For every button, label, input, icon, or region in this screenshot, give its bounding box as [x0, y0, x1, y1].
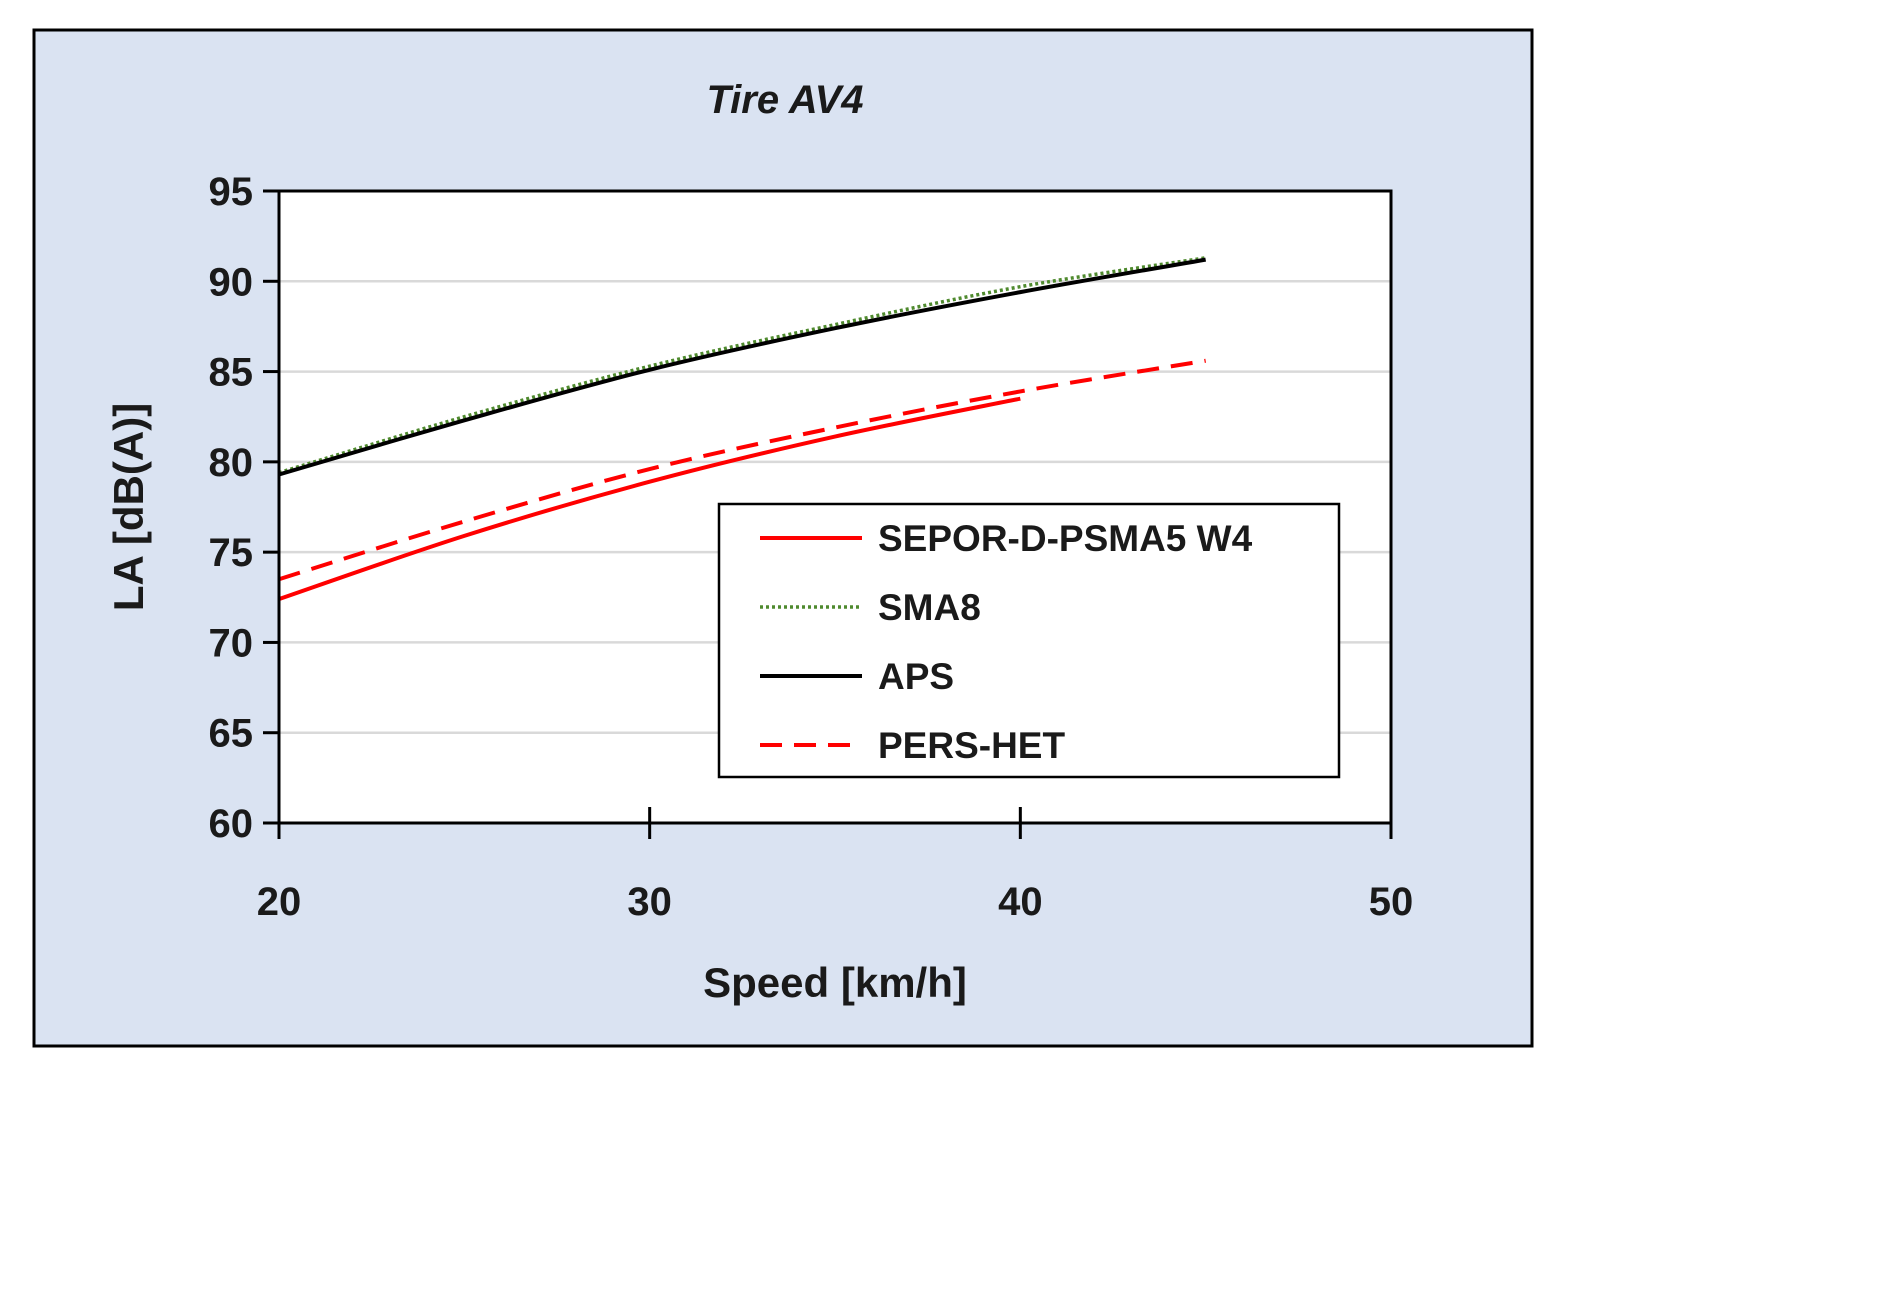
y-tick-label-65: 65 [209, 712, 254, 756]
chart-title: Tire AV4 [706, 78, 863, 122]
series-layer [278, 256, 1207, 601]
axes: 60 65 70 75 80 85 90 95 20 30 40 50 [209, 170, 1414, 924]
legend-label-sma8: SMA8 [878, 587, 981, 628]
y-tick-label-95: 95 [209, 170, 254, 214]
legend-box [717, 502, 1341, 779]
legend: SEPOR-D-PSMA5 W4 SMA8 APS PERS-HET [717, 502, 1341, 779]
chart-figure: Tire AV4 60 65 70 75 80 85 90 95 20 30 40 50 Speed … [32, 28, 1534, 1048]
legend-label-sepor-d-psma5-w4: SEPOR-D-PSMA5 W4 [878, 518, 1253, 559]
y-tick-label-60: 60 [209, 802, 254, 846]
series-line-sepor-d-psma5-w4 [278, 396, 1021, 601]
series-line-aps [278, 257, 1207, 477]
y-tick-label-90: 90 [209, 260, 254, 304]
x-tick-label-50: 50 [1369, 880, 1414, 924]
y-tick-label-75: 75 [209, 531, 254, 575]
x-axis-title: Speed [km/h] [703, 959, 967, 1006]
series-line-sma8 [278, 256, 1206, 475]
series-line-pers-het [278, 358, 1206, 582]
legend-label-aps: APS [878, 656, 954, 697]
y-tick-label-85: 85 [209, 351, 254, 395]
x-tick-label-20: 20 [257, 880, 302, 924]
x-tick-label-30: 30 [627, 880, 672, 924]
y-tick-label-70: 70 [209, 621, 254, 665]
plot-area-border [277, 189, 1393, 825]
y-axis-title: LA [dB(A)] [105, 403, 152, 611]
x-tick-label-40: 40 [998, 880, 1043, 924]
y-tick-label-80: 80 [209, 441, 254, 485]
legend-label-pers-het: PERS-HET [878, 725, 1065, 766]
